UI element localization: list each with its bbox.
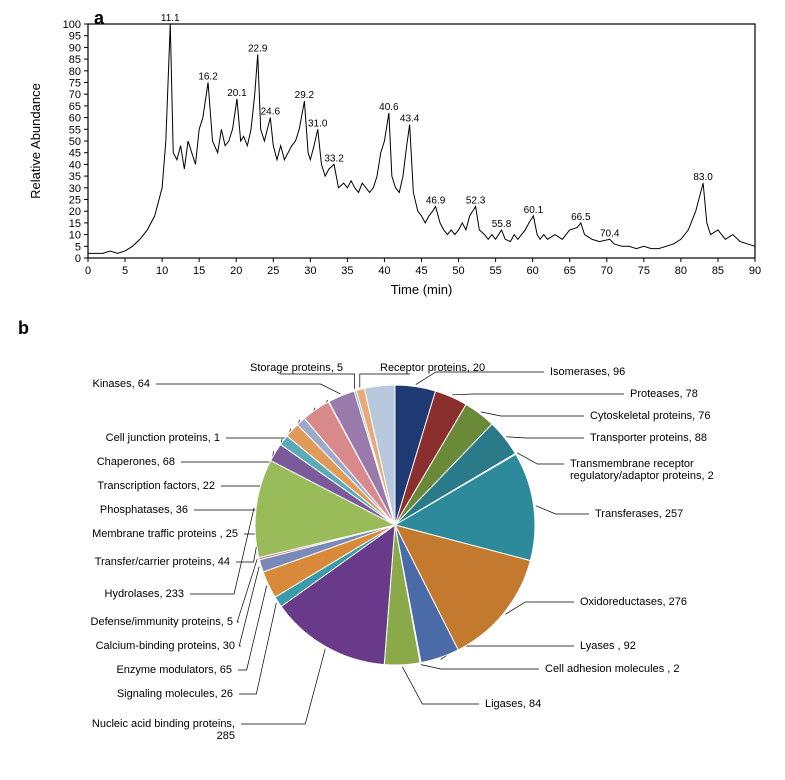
- svg-text:85: 85: [712, 265, 724, 277]
- svg-text:80: 80: [675, 265, 687, 277]
- svg-text:52.3: 52.3: [466, 196, 486, 207]
- svg-text:75: 75: [638, 265, 650, 277]
- svg-text:85: 85: [69, 54, 81, 66]
- svg-text:55: 55: [69, 124, 81, 136]
- svg-text:65: 65: [564, 265, 576, 277]
- svg-text:50: 50: [452, 265, 464, 277]
- svg-text:25: 25: [69, 195, 81, 207]
- pie-slice-label: Hydrolases, 233: [105, 588, 185, 600]
- svg-text:95: 95: [69, 31, 81, 43]
- svg-text:60: 60: [527, 265, 539, 277]
- svg-text:80: 80: [69, 66, 81, 78]
- svg-text:20.1: 20.1: [227, 88, 247, 99]
- svg-text:22.9: 22.9: [248, 43, 268, 54]
- pie-slice-label: Transporter proteins, 88: [590, 432, 707, 444]
- chromatogram-chart: 0510152025303540455055606570758085909510…: [10, 10, 770, 300]
- pie-slice-label: Cytoskeletal proteins, 76: [590, 410, 710, 422]
- pie-slice-label: Isomerases, 96: [550, 366, 625, 378]
- svg-text:20: 20: [230, 265, 242, 277]
- svg-text:40.6: 40.6: [379, 102, 399, 113]
- svg-text:35: 35: [341, 265, 353, 277]
- svg-text:0: 0: [75, 253, 81, 265]
- svg-text:60: 60: [69, 113, 81, 125]
- pie-slice-label: Storage proteins, 5: [250, 362, 343, 374]
- svg-text:70.4: 70.4: [600, 228, 620, 239]
- svg-text:16.2: 16.2: [198, 72, 218, 83]
- pie-slice-label: Defense/immunity proteins, 5: [91, 616, 233, 628]
- pie-slice-label: Transfer/carrier proteins, 44: [95, 556, 230, 568]
- svg-text:45: 45: [415, 265, 427, 277]
- svg-text:55: 55: [489, 265, 501, 277]
- pie-slice-label: Nucleic acid binding proteins,285: [92, 718, 235, 742]
- svg-text:50: 50: [69, 136, 81, 148]
- svg-text:10: 10: [156, 265, 168, 277]
- panel-b: b Isomerases, 96Proteases, 78Cytoskeleta…: [10, 320, 770, 770]
- pie-slice-label: Transcription factors, 22: [97, 480, 215, 492]
- panel-a: a 05101520253035404550556065707580859095…: [10, 10, 770, 300]
- pie-slice-label: Calcium-binding proteins, 30: [96, 640, 235, 652]
- pie-chart: [250, 380, 540, 670]
- svg-text:90: 90: [69, 42, 81, 54]
- svg-text:60.1: 60.1: [524, 205, 544, 216]
- pie-slice-label: Proteases, 78: [630, 388, 698, 400]
- pie-slice-label: Ligases, 84: [485, 698, 541, 710]
- pie-slice-label: Transferases, 257: [595, 508, 683, 520]
- svg-text:65: 65: [69, 101, 81, 113]
- svg-text:100: 100: [63, 19, 81, 31]
- svg-text:40: 40: [378, 265, 390, 277]
- svg-text:29.2: 29.2: [295, 90, 315, 101]
- svg-text:5: 5: [122, 265, 128, 277]
- panel-a-label: a: [94, 8, 104, 29]
- pie-slice-label: Lyases , 92: [580, 640, 636, 652]
- svg-text:90: 90: [749, 265, 761, 277]
- pie-slice-label: Oxidoreductases, 276: [580, 596, 687, 608]
- svg-text:46.9: 46.9: [426, 196, 446, 207]
- svg-text:45: 45: [69, 148, 81, 160]
- pie-slice-label: Transmembrane receptorregulatory/adaptor…: [570, 458, 714, 482]
- svg-text:35: 35: [69, 171, 81, 183]
- pie-slice-label: Chaperones, 68: [97, 456, 175, 468]
- svg-text:55.8: 55.8: [492, 219, 512, 230]
- svg-text:75: 75: [69, 78, 81, 90]
- pie-slice-label: Signaling molecules, 26: [117, 688, 233, 700]
- svg-text:24.6: 24.6: [261, 107, 281, 118]
- svg-text:70: 70: [601, 265, 613, 277]
- svg-text:0: 0: [85, 265, 91, 277]
- svg-text:66.5: 66.5: [571, 212, 591, 223]
- svg-text:11.1: 11.1: [161, 13, 180, 24]
- svg-text:Time (min): Time (min): [391, 282, 453, 297]
- svg-text:30: 30: [69, 183, 81, 195]
- svg-text:Relative Abundance: Relative Abundance: [28, 83, 43, 199]
- svg-text:20: 20: [69, 206, 81, 218]
- pie-slice-label: Membrane traffic proteins , 25: [92, 528, 238, 540]
- svg-text:33.2: 33.2: [324, 153, 344, 164]
- svg-text:15: 15: [69, 218, 81, 230]
- pie-chart-container: Isomerases, 96 Proteases, 78 Cytoskeletal …: [10, 320, 770, 770]
- pie-slice-label: Cell junction proteins, 1: [106, 432, 220, 444]
- svg-text:83.0: 83.0: [693, 172, 713, 183]
- pie-slice-label: Phosphatases, 36: [100, 504, 188, 516]
- pie-slice-label: Kinases, 64: [93, 378, 150, 390]
- pie-slice-label: Enzyme modulators, 65: [116, 664, 232, 676]
- svg-text:5: 5: [75, 241, 81, 253]
- pie-slice-label: Receptor proteins, 20: [380, 362, 485, 374]
- svg-text:43.4: 43.4: [400, 114, 420, 125]
- svg-text:31.0: 31.0: [308, 118, 328, 129]
- svg-text:40: 40: [69, 159, 81, 171]
- svg-text:10: 10: [69, 230, 81, 242]
- svg-text:30: 30: [304, 265, 316, 277]
- pie-slice-label: Cell adhesion molecules , 2: [545, 663, 680, 675]
- svg-text:25: 25: [267, 265, 279, 277]
- svg-text:70: 70: [69, 89, 81, 101]
- svg-text:15: 15: [193, 265, 205, 277]
